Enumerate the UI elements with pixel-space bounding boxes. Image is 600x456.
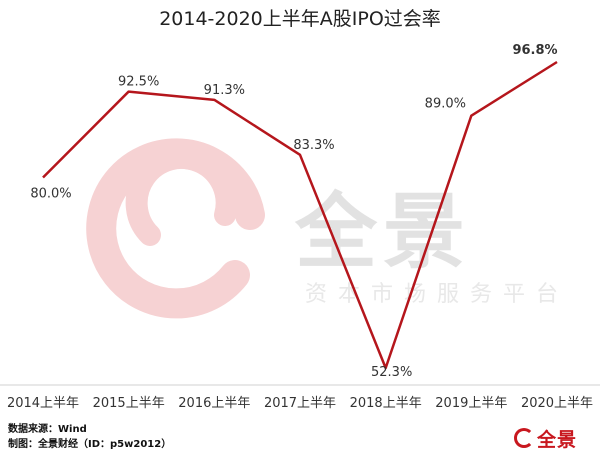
chart-footer: 数据来源：Wind 制图：全景财经（ID：p5w2012） <box>8 422 171 452</box>
x-tick-label: 2015上半年 <box>93 396 165 411</box>
x-tick-label: 2016上半年 <box>178 396 250 411</box>
x-tick-label: 2019上半年 <box>435 396 507 411</box>
source-note: 数据来源：Wind <box>8 424 87 435</box>
data-label: 92.5% <box>118 75 159 90</box>
brand-name: 全景 <box>537 428 578 451</box>
x-tick-label: 2017上半年 <box>264 396 336 411</box>
data-label: 89.0% <box>425 97 466 112</box>
data-label: 83.3% <box>293 138 334 153</box>
brand-logo: 全景 <box>514 426 578 451</box>
data-label: 91.3% <box>204 83 245 98</box>
chart-title: 2014-2020上半年A股IPO过会率 <box>159 8 441 30</box>
x-tick-label: 2020上半年 <box>521 396 593 411</box>
brand-mark-icon <box>514 428 534 448</box>
series-line <box>42 60 558 370</box>
data-label: 52.3% <box>371 365 412 380</box>
data-label: 96.8% <box>512 43 557 58</box>
line-chart: 2014上半年 2015上半年 2016上半年 2017上半年 2018上半年 2019上… <box>0 43 600 411</box>
x-tick-label: 2014上半年 <box>7 396 79 411</box>
data-label: 80.0% <box>30 187 71 202</box>
x-tick-label: 2018上半年 <box>350 396 422 411</box>
credit-note: 制图：全景财经（ID：p5w2012） <box>8 439 172 450</box>
